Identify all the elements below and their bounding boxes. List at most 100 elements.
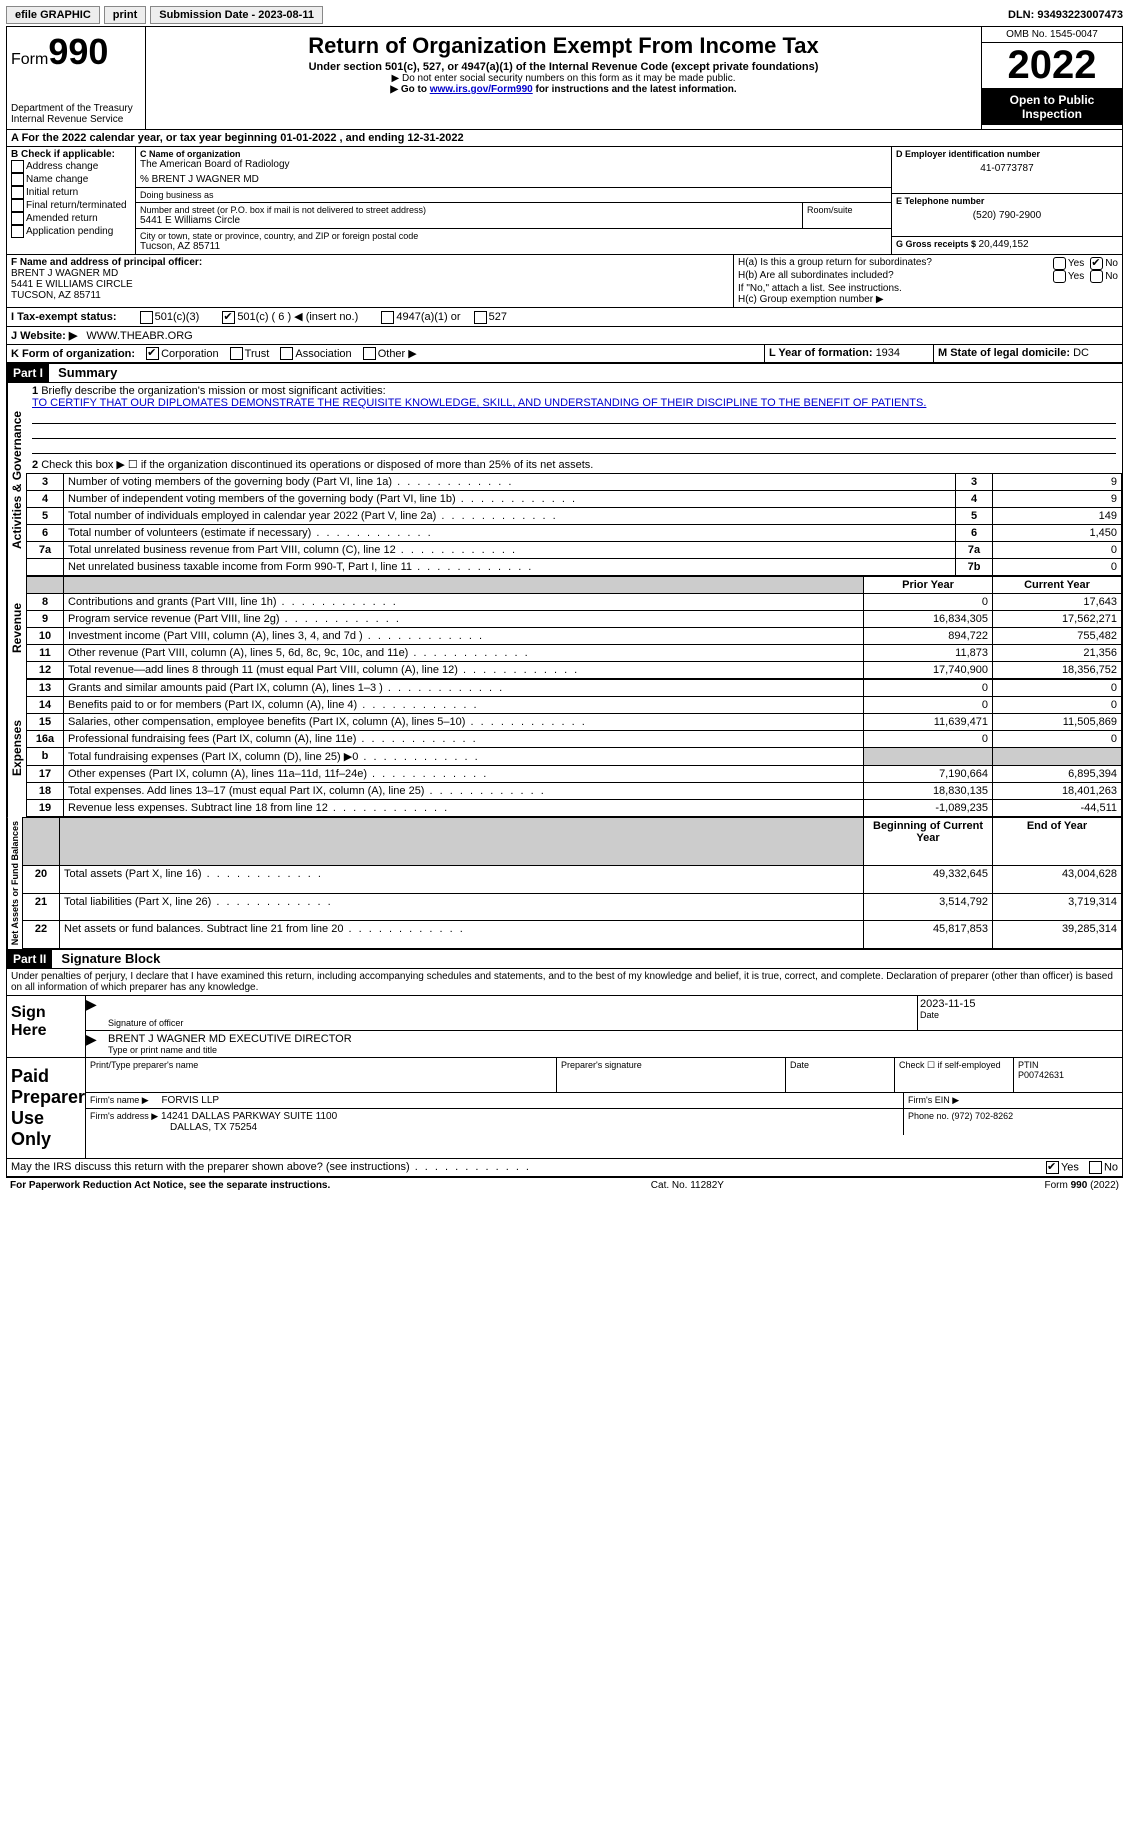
form-title: Return of Organization Exempt From Incom… [150,33,977,59]
table-row: 4Number of independent voting members of… [27,491,1122,508]
box-h: H(a) Is this a group return for subordin… [733,255,1122,307]
print-name-label: Type or print name and title [108,1045,1120,1055]
hb-yes[interactable]: Yes [1053,270,1084,283]
paid-label: Paid Preparer Use Only [7,1058,85,1158]
table-row: 17Other expenses (Part IX, column (A), l… [27,766,1122,783]
print-name-cell: BRENT J WAGNER MD EXECUTIVE DIRECTOR Typ… [106,1031,1122,1057]
table-row: 19Revenue less expenses. Subtract line 1… [27,800,1122,817]
firm-addr2: DALLAS, TX 75254 [170,1122,257,1133]
revenue-table: Prior YearCurrent Year8Contributions and… [26,576,1122,679]
prep-row1: Print/Type preparer's name Preparer's si… [86,1058,1122,1093]
table-row: 22Net assets or fund balances. Subtract … [23,921,1122,949]
part2-header-row: Part II Signature Block [7,949,1122,969]
cb-corp[interactable]: Corporation [146,348,218,360]
cb-final[interactable]: Final return/terminated [11,199,131,212]
ag-content: 1 Briefly describe the organization's mi… [26,383,1122,576]
table-row: 11Other revenue (Part VIII, column (A), … [27,645,1122,662]
org-name-label: C Name of organization [140,149,887,159]
note-ssn: ▶ Do not enter social security numbers o… [150,73,977,84]
netassets-block: Net Assets or Fund Balances Beginning of… [7,817,1122,949]
gross-val: 20,449,152 [979,239,1029,250]
prep-row3: Firm's address ▶ 14241 DALLAS PARKWAY SU… [86,1109,1122,1135]
table-row: 8Contributions and grants (Part VIII, li… [27,594,1122,611]
firm-name-label: Firm's name ▶ [90,1095,149,1105]
city-label: City or town, state or province, country… [140,231,887,241]
mission-text[interactable]: TO CERTIFY THAT OUR DIPLOMATES DEMONSTRA… [32,397,926,409]
sig-row1: ▶ Signature of officer 2023-11-15 Date [86,996,1122,1031]
print-button[interactable]: print [104,6,146,24]
rowa-begin: 01-01-2022 [280,132,336,144]
may-irs-row: May the IRS discuss this return with the… [7,1159,1122,1176]
yes-label2: Yes [1068,271,1084,282]
q1-block: 1 Briefly describe the organization's mi… [26,383,1122,456]
footer-form: Form 990 (2022) [1045,1180,1120,1191]
cb-527[interactable]: 527 [474,311,507,323]
mayirs-no[interactable]: No [1089,1161,1118,1174]
o2-pre: 501(c) ( [237,311,278,323]
cb-4947[interactable]: 4947(a)(1) or [381,311,460,323]
form-container: Form990 Department of the Treasury Inter… [6,26,1123,1177]
dba-label: Doing business as [140,190,887,200]
sign-here-block: Sign Here ▶ Signature of officer 2023-11… [7,996,1122,1058]
declaration: Under penalties of perjury, I declare th… [7,969,1122,996]
rowl-label: L Year of formation: [769,347,876,359]
form-prefix: Form [11,51,48,68]
ein-val: 41-0773787 [896,163,1118,174]
irs-link[interactable]: www.irs.gov/Form990 [430,84,533,95]
ein-cell: D Employer identification number 41-0773… [892,147,1122,194]
irs-label: Internal Revenue Service [11,114,141,125]
o4-label: 527 [489,311,507,323]
paid-fields: Print/Type preparer's name Preparer's si… [85,1058,1122,1158]
cb-name[interactable]: Name change [11,173,131,186]
gross-cell: G Gross receipts $ 20,449,152 [892,237,1122,252]
o3-label: 4947(a)(1) or [396,311,460,323]
note2-pre: ▶ Go to [390,84,429,95]
print-name-val: BRENT J WAGNER MD EXECUTIVE DIRECTOR [108,1033,1120,1045]
q2-text: Check this box ▶ ☐ if the organization d… [41,459,593,471]
table-row: 18Total expenses. Add lines 13–17 (must … [27,783,1122,800]
cb-501c3[interactable]: 501(c)(3) [140,311,200,323]
sig-officer-label: Signature of officer [108,1018,915,1028]
vlabel-ag: Activities & Governance [7,383,26,576]
check-self[interactable]: Check ☐ if self-employed [894,1058,1013,1092]
hb-no[interactable]: No [1090,270,1118,283]
firm-name-cell: Firm's name ▶ FORVIS LLP [86,1093,903,1108]
cb-other[interactable]: Other ▶ [363,348,417,360]
cb-initial[interactable]: Initial return [11,186,131,199]
firm-addr-cell: Firm's address ▶ 14241 DALLAS PARKWAY SU… [86,1109,903,1135]
header-left: Form990 Department of the Treasury Inter… [7,27,146,129]
prep-date-label: Date [785,1058,894,1092]
city-val: Tucson, AZ 85711 [140,241,887,252]
cb-name-label: Name change [26,174,88,185]
row-k: K Form of organization: Corporation Trus… [7,345,764,363]
cb-pending[interactable]: Application pending [11,225,131,238]
officer-addr: 5441 E WILLIAMS CIRCLE [11,279,729,290]
cb-trust[interactable]: Trust [230,348,270,360]
mayirs-yes[interactable]: Yes [1046,1161,1079,1174]
may-irs-text: May the IRS discuss this return with the… [11,1161,1046,1174]
prep-name-label: Print/Type preparer's name [86,1058,556,1092]
cb-501c[interactable]: 501(c) ( 6 ) ◀ (insert no.) [222,311,358,323]
cb-amended[interactable]: Amended return [11,212,131,225]
box-f: F Name and address of principal officer:… [7,255,733,307]
cb-assoc[interactable]: Association [280,348,351,360]
footer: For Paperwork Reduction Act Notice, see … [6,1177,1123,1193]
hb-row: H(b) Are all subordinates included? Yes … [738,270,1118,283]
cb-address[interactable]: Address change [11,160,131,173]
table-row: 12Total revenue—add lines 8 through 11 (… [27,662,1122,679]
ein-label: D Employer identification number [896,149,1118,159]
note-link: ▶ Go to www.irs.gov/Form990 for instruct… [150,84,977,95]
table-row: bTotal fundraising expenses (Part IX, co… [27,748,1122,766]
hb-label: H(b) Are all subordinates included? [738,270,1053,283]
ha-yes[interactable]: Yes [1053,257,1084,270]
ha-no[interactable]: No [1090,257,1118,270]
subdate-value: 2023-08-11 [258,9,314,21]
form-subtitle: Under section 501(c), 527, or 4947(a)(1)… [150,61,977,73]
dln-value: 93493223007473 [1037,9,1123,21]
rowl-val: 1934 [876,347,900,359]
form-number: Form990 [11,31,141,73]
sign-here-label: Sign Here [7,996,85,1057]
row-a: A For the 2022 calendar year, or tax yea… [7,130,1122,147]
header-mid: Return of Organization Exempt From Incom… [146,27,981,129]
ptin-cell: PTIN P00742631 [1013,1058,1122,1092]
